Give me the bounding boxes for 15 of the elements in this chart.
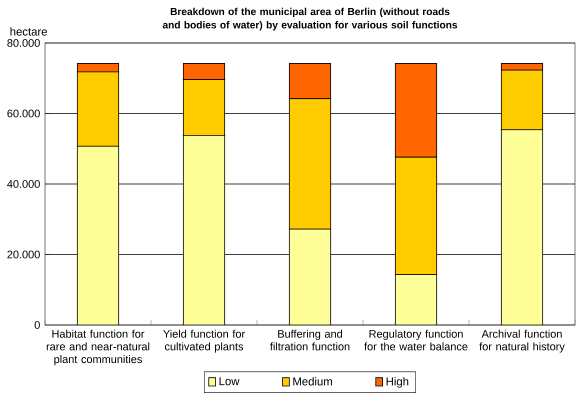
x-tick-label: Regulatory function for the water balance bbox=[364, 330, 468, 350]
y-tick-label: 20.000 bbox=[7, 250, 40, 258]
legend-label: Low bbox=[220, 377, 240, 386]
y-axis-title: hectare bbox=[10, 27, 47, 36]
y-tick-label: 0 bbox=[34, 321, 40, 329]
x-tick-label: Archival function for natural history bbox=[479, 330, 565, 353]
x-tick-label: Habitat function for rare and near-natural plant communities bbox=[46, 330, 150, 366]
y-tick-label: 80.000 bbox=[7, 39, 40, 47]
x-tick-label: Yield function for cultivated plants bbox=[163, 330, 245, 353]
legend-label: High bbox=[386, 377, 408, 388]
y-tick-label: 60.000 bbox=[7, 110, 40, 118]
chart-title: Breakdown of the municipal area of Berlin (without roads and bodies of water) by evaluation for various soil functions bbox=[162, 8, 458, 30]
y-tick-label: 40.000 bbox=[7, 180, 40, 188]
x-tick-label: Buffering and filtration function bbox=[270, 330, 350, 350]
legend-label: Medium bbox=[293, 377, 332, 386]
